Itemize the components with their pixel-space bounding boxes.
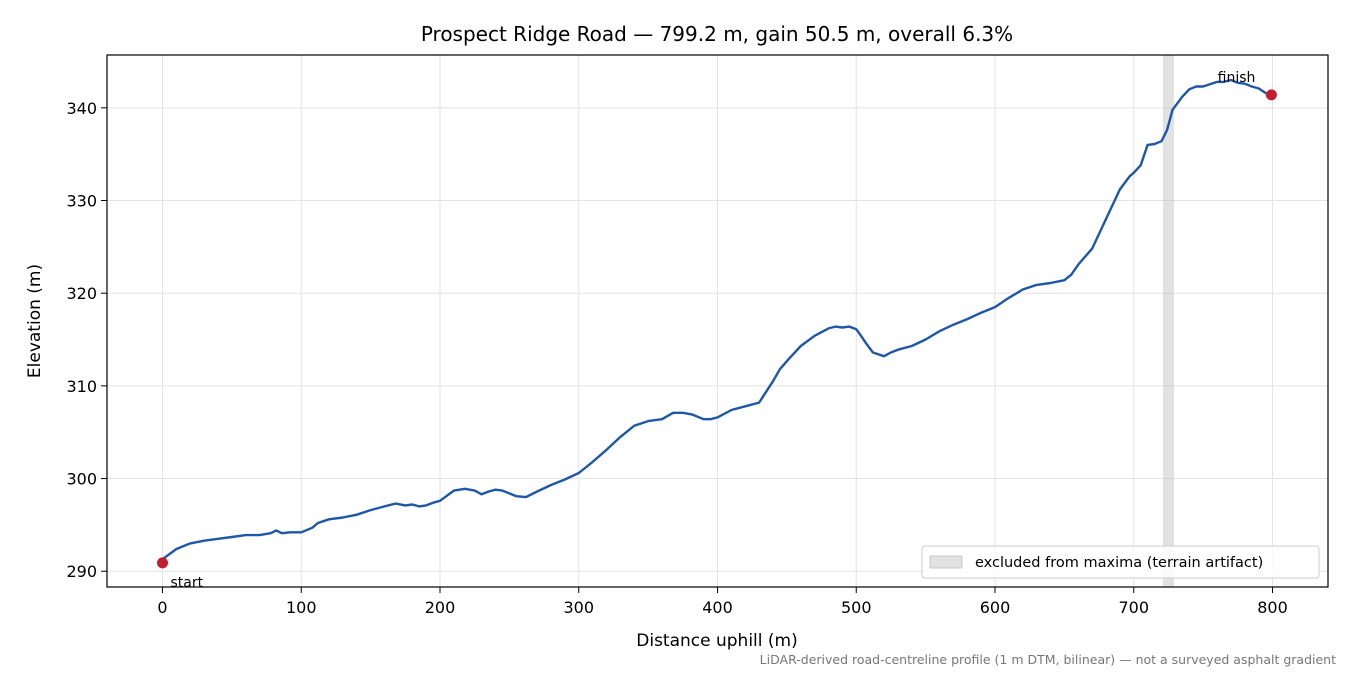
y-tick-label: 310 bbox=[66, 377, 97, 396]
chart-title: Prospect Ridge Road — 799.2 m, gain 50.5… bbox=[421, 22, 1013, 46]
x-tick-label: 500 bbox=[841, 598, 872, 617]
x-tick-label: 300 bbox=[563, 598, 594, 617]
excluded-band bbox=[1162, 55, 1174, 587]
endpoint-layer: start finish bbox=[157, 70, 1277, 591]
legend-entry-excluded: excluded from maxima (terrain artifact) bbox=[975, 555, 1263, 571]
y-tick-label: 300 bbox=[66, 470, 97, 489]
finish-label: finish bbox=[1218, 70, 1256, 86]
y-tick-label: 290 bbox=[66, 562, 97, 581]
legend: excluded from maxima (terrain artifact) bbox=[921, 545, 1320, 579]
x-tick-label: 400 bbox=[702, 598, 733, 617]
start-label: start bbox=[171, 575, 204, 591]
y-axis-label: Elevation (m) bbox=[25, 264, 45, 378]
grid-lines bbox=[107, 55, 1328, 587]
x-tick-label: 100 bbox=[286, 598, 317, 617]
x-tick-label: 700 bbox=[1118, 598, 1149, 617]
y-axis-ticks: 290 300 310 320 330 340 bbox=[66, 99, 107, 581]
footnote: LiDAR-derived road-centreline profile (1… bbox=[760, 652, 1336, 667]
legend-frame bbox=[921, 545, 1320, 579]
x-tick-label: 0 bbox=[157, 598, 167, 617]
x-tick-label: 200 bbox=[425, 598, 456, 617]
series-layer bbox=[161, 78, 1273, 561]
finish-point bbox=[1265, 89, 1277, 101]
x-tick-label: 800 bbox=[1257, 598, 1288, 617]
y-tick-label: 320 bbox=[66, 284, 97, 303]
y-tick-label: 330 bbox=[66, 192, 97, 211]
legend-swatch bbox=[929, 555, 963, 569]
elevation-line bbox=[161, 78, 1273, 561]
y-tick-label: 340 bbox=[66, 99, 97, 118]
start-point bbox=[157, 557, 168, 569]
x-axis-ticks: 0 100 200 300 400 500 600 700 800 bbox=[157, 587, 1288, 617]
x-tick-label: 600 bbox=[980, 598, 1011, 617]
x-axis-label: Distance uphill (m) bbox=[636, 631, 797, 651]
